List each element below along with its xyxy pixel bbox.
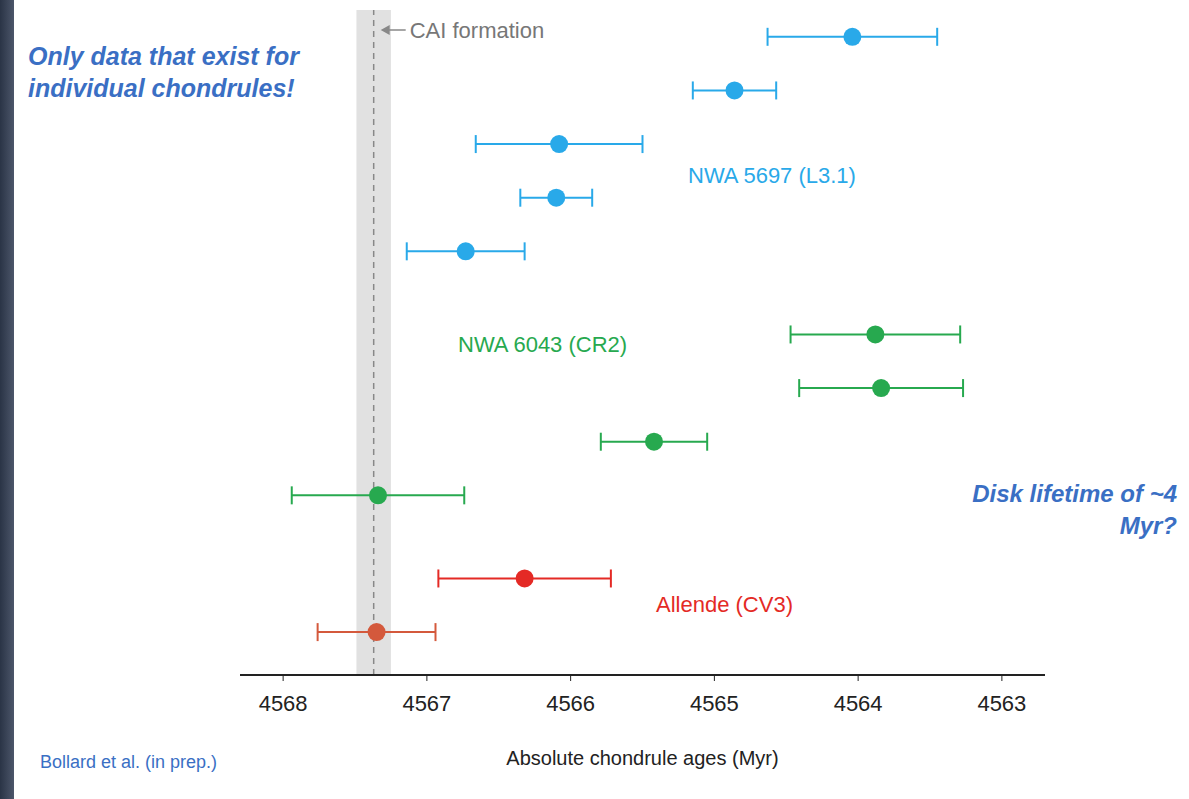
html-text:NWA 5697 (L3.1): NWA 5697 (L3.1): [688, 163, 856, 189]
svg-text:4566: 4566: [546, 691, 595, 716]
svg-text:Absolute chondrule ages (Myr): Absolute chondrule ages (Myr): [506, 747, 778, 769]
svg-text:4563: 4563: [977, 691, 1026, 716]
svg-text:4567: 4567: [402, 691, 451, 716]
html-text:Disk lifetime of ~4 Myr?: Disk lifetime of ~4 Myr?: [972, 480, 1177, 539]
html-text:Only data that exist for indiv: Only data that exist for individual chon…: [28, 42, 299, 102]
html-text:NWA 6043 (CR2): NWA 6043 (CR2): [458, 332, 628, 358]
svg-text:4564: 4564: [834, 691, 883, 716]
html-text:Allende (CV3): Allende (CV3): [656, 592, 793, 618]
html-text:Bollard et al. (in prep.): Bollard et al. (in prep.): [40, 752, 218, 772]
svg-text:CAI formation: CAI formation: [410, 18, 545, 43]
svg-text:4565: 4565: [690, 691, 739, 716]
svg-text:4568: 4568: [259, 691, 308, 716]
